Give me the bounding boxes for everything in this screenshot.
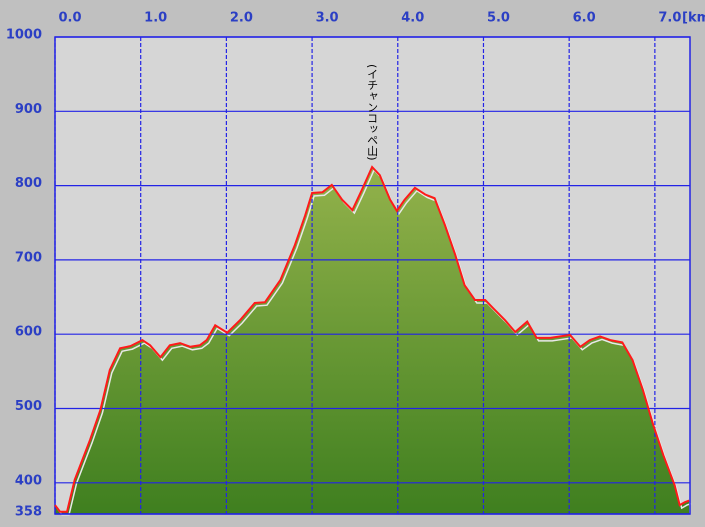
y-tick-label: 600 [15,325,42,340]
x-tick-label: 1.0 [144,11,167,26]
x-tick-label: 3.0 [316,11,339,26]
x-tick-label: 2.0 [230,11,253,26]
elevation-line [54,165,690,513]
x-tick-label: 0.0 [58,11,81,26]
x-tick-label: 6.0 [573,11,596,26]
y-tick-label: 900 [15,102,42,117]
x-tick-label: 7.0 [658,11,681,26]
plot-frame [54,36,691,515]
y-tick-label: 400 [15,473,42,488]
y-tick-label: 500 [15,399,42,414]
y-tick-label: 700 [15,250,42,265]
x-tick-label: 5.0 [487,11,510,26]
x-tick-label: 4.0 [401,11,424,26]
x-axis-unit: [km] [682,11,705,26]
y-tick-label: 358 [15,505,42,520]
elevation-area [55,167,690,514]
y-tick-label: 800 [15,176,42,191]
peak-annotation: (イチャンコッペ山) [366,64,379,161]
y-tick-label: 1000 [6,28,42,43]
